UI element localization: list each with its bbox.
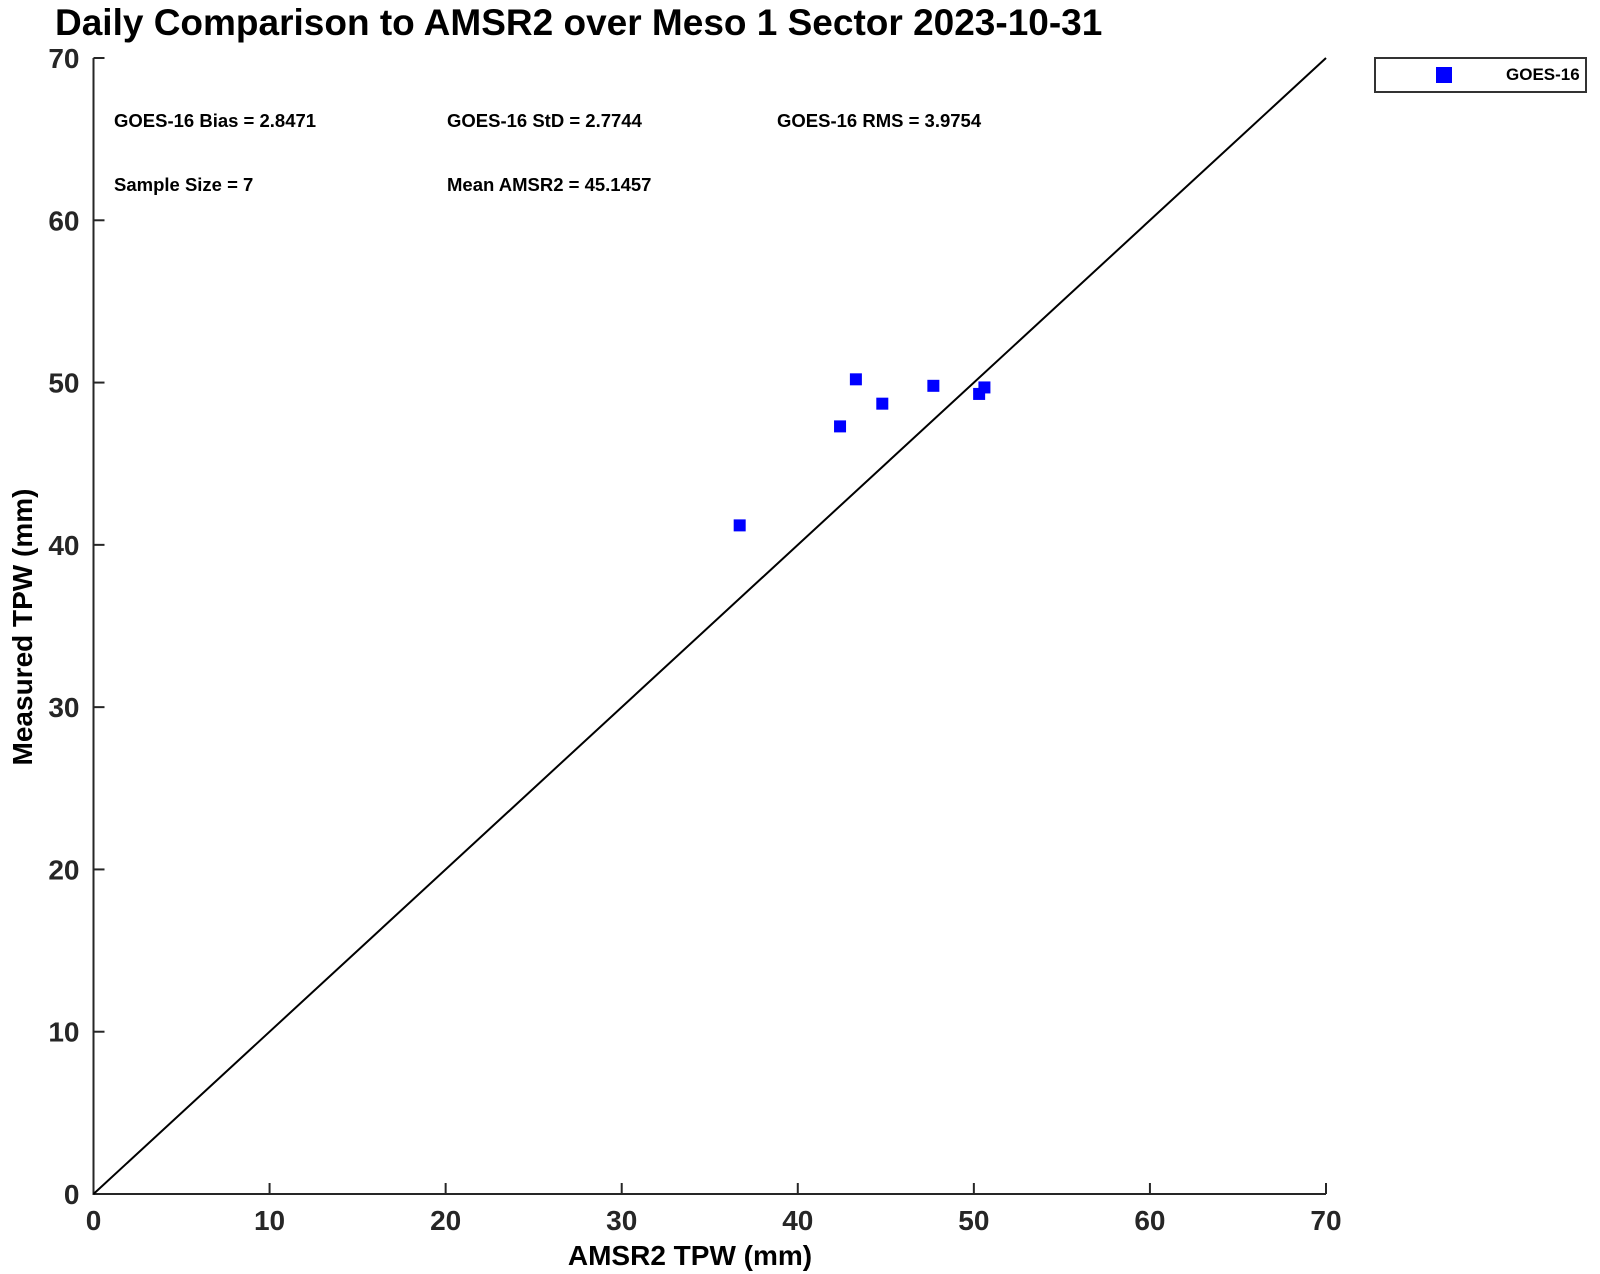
data-point (733, 519, 746, 532)
legend-square-marker-icon (1436, 67, 1452, 83)
x-tick-label: 40 (782, 1205, 813, 1236)
legend-entry-label: GOES-16 (1506, 65, 1580, 84)
y-tick-label: 60 (48, 205, 79, 236)
data-point (834, 420, 847, 433)
x-tick-label: 0 (86, 1205, 102, 1236)
y-tick-label: 40 (48, 530, 79, 561)
x-tick-label: 10 (254, 1205, 285, 1236)
stat-rms-text: GOES-16 RMS = 3.9754 (777, 110, 982, 131)
x-axis-label: AMSR2 TPW (mm) (567, 1240, 813, 1271)
stat-bias-text: GOES-16 Bias = 2.8471 (114, 110, 317, 131)
y-tick-label: 70 (48, 43, 79, 74)
identity-line (92, 57, 1327, 1195)
x-tick-label: 60 (1134, 1205, 1165, 1236)
y-tick-label: 50 (48, 368, 79, 399)
stat-std-text: GOES-16 StD = 2.7744 (447, 110, 642, 131)
data-point (876, 397, 889, 410)
x-tick-label: 30 (606, 1205, 637, 1236)
data-point (849, 373, 862, 386)
stat-sample-size-text: Sample Size = 7 (114, 174, 254, 195)
x-tick-label: 50 (958, 1205, 989, 1236)
y-tick-label: 30 (48, 692, 79, 723)
data-point (978, 381, 991, 394)
y-tick-label: 10 (48, 1017, 79, 1048)
y-tick-label: 20 (48, 854, 79, 885)
stat-mean-amsr2-text: Mean AMSR2 = 45.1457 (447, 174, 652, 195)
y-tick-label: 0 (64, 1179, 80, 1210)
chart-title: Daily Comparison to AMSR2 over Meso 1 Se… (55, 2, 1103, 43)
y-axis-label: Measured TPW (mm) (7, 488, 38, 766)
x-tick-label: 20 (430, 1205, 461, 1236)
data-point (927, 379, 940, 392)
x-tick-label: 70 (1310, 1205, 1341, 1236)
legend: GOES-16 (1374, 57, 1587, 93)
